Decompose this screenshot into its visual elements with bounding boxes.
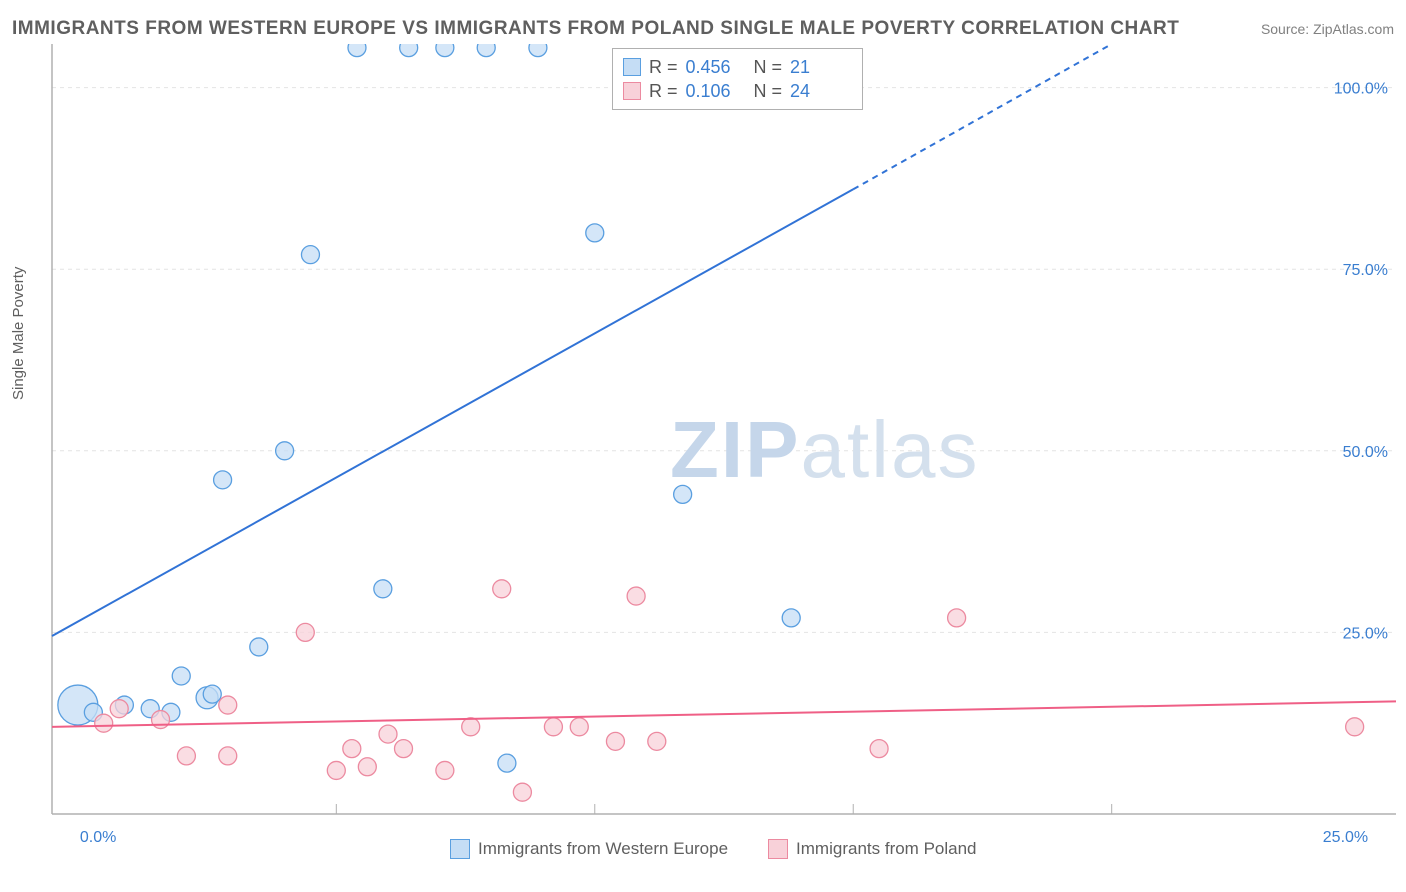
legend-swatch [768, 839, 788, 859]
stat-label-r: R = [649, 79, 678, 103]
chart-title: IMMIGRANTS FROM WESTERN EUROPE VS IMMIGR… [12, 18, 1179, 40]
stats-row: R = 0.106 N = 24 [623, 79, 850, 103]
svg-text:25.0%: 25.0% [1323, 829, 1368, 846]
chart-source: Source: ZipAtlas.com [1261, 21, 1394, 37]
legend-swatch [450, 839, 470, 859]
stat-label-n: N = [754, 55, 783, 79]
bottom-legend: Immigrants from Western Europe Immigrant… [450, 839, 977, 859]
series-swatch [623, 82, 641, 100]
legend-item: Immigrants from Poland [768, 839, 976, 859]
stats-row: R = 0.456 N = 21 [623, 55, 850, 79]
stat-value-r: 0.106 [686, 79, 746, 103]
legend-label: Immigrants from Poland [796, 839, 976, 859]
svg-text:25.0%: 25.0% [1343, 625, 1388, 642]
legend-label: Immigrants from Western Europe [478, 839, 728, 859]
svg-text:75.0%: 75.0% [1343, 262, 1388, 279]
svg-text:0.0%: 0.0% [80, 829, 116, 846]
stat-label-r: R = [649, 55, 678, 79]
stat-value-n: 21 [790, 55, 850, 79]
svg-text:50.0%: 50.0% [1343, 444, 1388, 461]
legend-item: Immigrants from Western Europe [450, 839, 728, 859]
stats-legend-box: R = 0.456 N = 21 R = 0.106 N = 24 [612, 48, 863, 110]
svg-text:100.0%: 100.0% [1334, 81, 1388, 98]
series-swatch [623, 58, 641, 76]
plot-area: 25.0%50.0%75.0%100.0%0.0%25.0% ZIPatlas … [50, 44, 1396, 864]
y-axis-label: Single Male Poverty [10, 267, 27, 400]
stat-value-n: 24 [790, 79, 850, 103]
stat-value-r: 0.456 [686, 55, 746, 79]
stat-label-n: N = [754, 79, 783, 103]
chart-svg: 25.0% 50.0% 75.0% 100.0% 0.0% 25.0% [50, 44, 1396, 864]
